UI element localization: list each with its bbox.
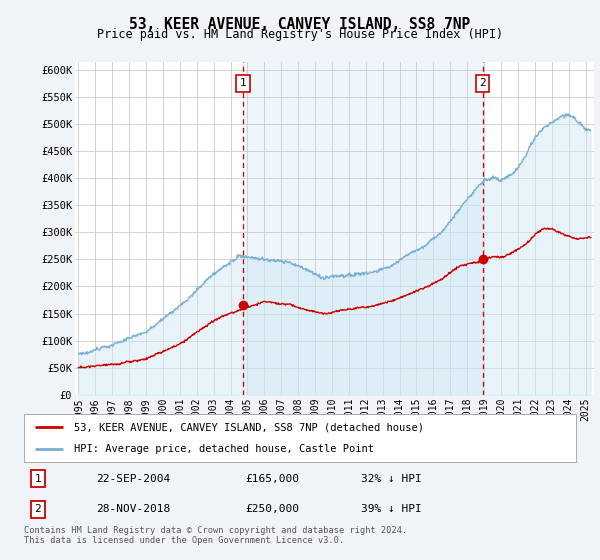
Text: 32% ↓ HPI: 32% ↓ HPI bbox=[361, 474, 421, 484]
Text: 53, KEER AVENUE, CANVEY ISLAND, SS8 7NP (detached house): 53, KEER AVENUE, CANVEY ISLAND, SS8 7NP … bbox=[74, 422, 424, 432]
Text: 1: 1 bbox=[34, 474, 41, 484]
Text: 22-SEP-2004: 22-SEP-2004 bbox=[96, 474, 170, 484]
Text: This data is licensed under the Open Government Licence v3.0.: This data is licensed under the Open Gov… bbox=[24, 536, 344, 545]
Text: Contains HM Land Registry data © Crown copyright and database right 2024.: Contains HM Land Registry data © Crown c… bbox=[24, 526, 407, 535]
Text: 53, KEER AVENUE, CANVEY ISLAND, SS8 7NP: 53, KEER AVENUE, CANVEY ISLAND, SS8 7NP bbox=[130, 17, 470, 32]
Text: £250,000: £250,000 bbox=[245, 505, 299, 515]
Text: 2: 2 bbox=[479, 78, 486, 88]
Text: 39% ↓ HPI: 39% ↓ HPI bbox=[361, 505, 421, 515]
Text: Price paid vs. HM Land Registry's House Price Index (HPI): Price paid vs. HM Land Registry's House … bbox=[97, 28, 503, 41]
Text: HPI: Average price, detached house, Castle Point: HPI: Average price, detached house, Cast… bbox=[74, 444, 374, 454]
Text: £165,000: £165,000 bbox=[245, 474, 299, 484]
Text: 1: 1 bbox=[239, 78, 246, 88]
Text: 28-NOV-2018: 28-NOV-2018 bbox=[96, 505, 170, 515]
Bar bbox=[243, 62, 482, 395]
Text: 2: 2 bbox=[34, 505, 41, 515]
